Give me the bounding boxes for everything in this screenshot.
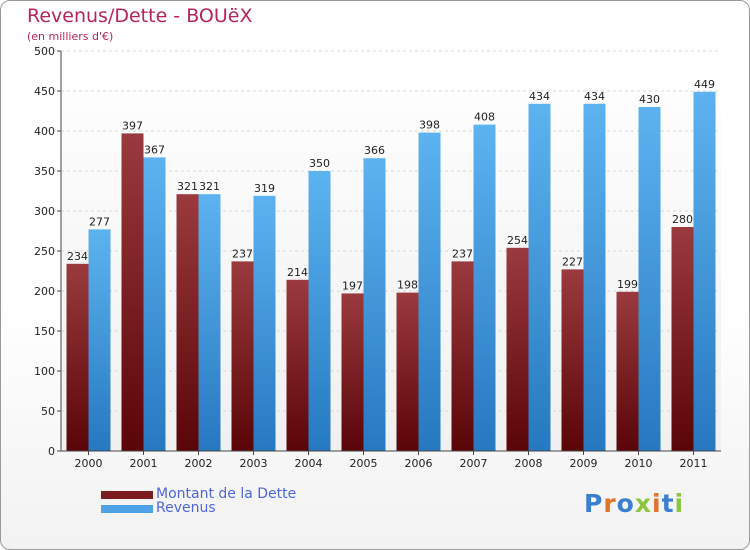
bar-dette bbox=[66, 263, 89, 451]
bar-dette bbox=[286, 279, 309, 451]
bar-revenus bbox=[418, 132, 441, 451]
proxiti-logo: Proxiti bbox=[584, 489, 684, 518]
logo-letter: i bbox=[674, 489, 685, 518]
data-label-revenus: 434 bbox=[529, 90, 550, 103]
data-label-dette: 227 bbox=[562, 255, 583, 268]
data-label-dette: 321 bbox=[177, 180, 198, 193]
data-label-dette: 214 bbox=[287, 266, 308, 279]
data-label-revenus: 350 bbox=[309, 157, 330, 170]
y-tick-label: 250 bbox=[34, 245, 55, 258]
logo-letter: i bbox=[652, 489, 662, 518]
logo-letter: t bbox=[661, 489, 675, 518]
data-label-dette: 397 bbox=[122, 119, 143, 132]
x-tick-label: 2004 bbox=[295, 457, 323, 470]
data-label-dette: 198 bbox=[397, 279, 418, 292]
y-tick-label: 300 bbox=[34, 205, 55, 218]
logo-letter: P bbox=[584, 489, 604, 518]
y-tick-label: 200 bbox=[34, 285, 55, 298]
y-tick-label: 500 bbox=[34, 45, 55, 58]
x-tick-label: 2005 bbox=[350, 457, 378, 470]
legend-swatch-revenus bbox=[101, 505, 153, 513]
data-label-revenus: 408 bbox=[474, 111, 495, 124]
chart-title: Revenus/Dette - BOUëX bbox=[27, 5, 253, 27]
bar-dette bbox=[506, 247, 529, 451]
x-tick-label: 2008 bbox=[515, 457, 543, 470]
bar-revenus bbox=[198, 194, 221, 451]
data-label-dette: 197 bbox=[342, 279, 363, 292]
data-label-dette: 234 bbox=[67, 250, 88, 263]
bar-revenus bbox=[583, 103, 606, 452]
y-tick-label: 400 bbox=[34, 125, 55, 138]
data-label-revenus: 449 bbox=[694, 78, 715, 91]
data-label-revenus: 434 bbox=[584, 90, 605, 103]
y-tick-label: 100 bbox=[34, 365, 55, 378]
y-tick-label: 150 bbox=[34, 325, 55, 338]
bar-revenus bbox=[363, 158, 386, 451]
logo-letter: o bbox=[616, 489, 635, 518]
bar-revenus bbox=[253, 195, 276, 451]
data-label-dette: 237 bbox=[232, 247, 253, 260]
x-tick-label: 2002 bbox=[185, 457, 213, 470]
bar-revenus bbox=[473, 124, 496, 451]
data-label-revenus: 277 bbox=[89, 215, 110, 228]
data-label-revenus: 319 bbox=[254, 182, 275, 195]
legend-swatch-dette bbox=[101, 491, 153, 499]
bar-dette bbox=[231, 261, 254, 451]
x-tick-label: 2000 bbox=[75, 457, 103, 470]
bar-dette bbox=[396, 292, 419, 451]
y-tick-label: 350 bbox=[34, 165, 55, 178]
logo-letter: r bbox=[603, 489, 617, 518]
bar-dette bbox=[616, 291, 639, 451]
x-tick-label: 2009 bbox=[570, 457, 598, 470]
data-label-revenus: 321 bbox=[199, 180, 220, 193]
data-label-revenus: 430 bbox=[639, 93, 660, 106]
bar-dette bbox=[671, 227, 694, 451]
data-label-revenus: 366 bbox=[364, 144, 385, 157]
bar-revenus bbox=[88, 229, 111, 451]
x-tick-label: 2010 bbox=[625, 457, 653, 470]
x-tick-label: 2007 bbox=[460, 457, 488, 470]
logo-letter: x bbox=[634, 489, 652, 518]
bar-dette bbox=[561, 269, 584, 451]
data-label-dette: 280 bbox=[672, 213, 693, 226]
y-tick-label: 50 bbox=[41, 405, 55, 418]
bar-dette bbox=[451, 261, 474, 451]
data-label-revenus: 398 bbox=[419, 119, 440, 132]
x-tick-label: 2001 bbox=[130, 457, 158, 470]
data-label-dette: 254 bbox=[507, 234, 528, 247]
legend-label-dette: Montant de la Dette bbox=[156, 486, 297, 502]
data-label-revenus: 367 bbox=[144, 143, 165, 156]
legend-label-revenus: Revenus bbox=[156, 500, 216, 516]
bar-revenus bbox=[638, 107, 661, 451]
bar-dette bbox=[341, 293, 364, 451]
chart-subtitle: (en milliers d'€) bbox=[27, 30, 114, 43]
x-tick-label: 2006 bbox=[405, 457, 433, 470]
bar-revenus bbox=[528, 103, 551, 452]
bar-revenus bbox=[693, 91, 716, 452]
bar-dette bbox=[176, 194, 199, 451]
bar-revenus bbox=[308, 171, 331, 451]
y-tick-label: 450 bbox=[34, 85, 55, 98]
bar-dette bbox=[121, 133, 144, 451]
x-tick-label: 2003 bbox=[240, 457, 268, 470]
y-tick-label: 0 bbox=[48, 445, 55, 458]
x-tick-label: 2011 bbox=[680, 457, 708, 470]
data-label-dette: 237 bbox=[452, 247, 473, 260]
bar-revenus bbox=[143, 157, 166, 451]
data-label-dette: 199 bbox=[617, 278, 638, 291]
